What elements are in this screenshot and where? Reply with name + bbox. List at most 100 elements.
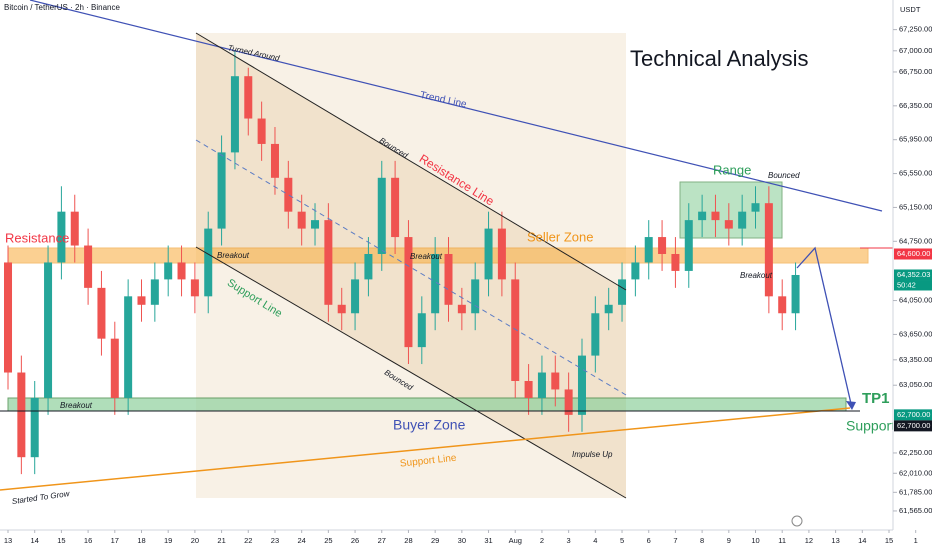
x-tick-label: 12 bbox=[805, 536, 813, 545]
candle-body bbox=[417, 313, 426, 348]
x-tick-label: 8 bbox=[700, 536, 704, 545]
y-tick-label: 65,150.00 bbox=[899, 202, 932, 211]
annotation: Breakout bbox=[60, 401, 93, 410]
y-tick-label: 64,050.00 bbox=[899, 296, 932, 305]
candle-body bbox=[124, 296, 133, 398]
candle-body bbox=[204, 228, 213, 297]
x-tick-label: 11 bbox=[778, 536, 786, 545]
candle-body bbox=[551, 372, 560, 390]
y-tick-label: 62,250.00 bbox=[899, 448, 932, 457]
y-tick-label: 66,750.00 bbox=[899, 67, 932, 76]
x-tick-label: 28 bbox=[404, 536, 412, 545]
x-tick-label: 26 bbox=[351, 536, 359, 545]
candle-body bbox=[684, 220, 693, 271]
price-label: 64,352.03 bbox=[897, 270, 930, 279]
candle-body bbox=[97, 287, 106, 339]
annotation: Breakout bbox=[217, 251, 250, 260]
candle-body bbox=[177, 262, 186, 280]
candle-body bbox=[457, 304, 466, 314]
channel-midline bbox=[195, 139, 627, 396]
y-tick-label: 67,250.00 bbox=[899, 25, 932, 34]
buyer-zone bbox=[7, 397, 847, 412]
candle-body bbox=[724, 220, 733, 229]
candle-body bbox=[230, 76, 239, 153]
y-tick-label: 62,010.00 bbox=[899, 468, 932, 477]
y-tick-label: 63,650.00 bbox=[899, 329, 932, 338]
candle-body bbox=[644, 237, 653, 263]
y-tick-label: 65,550.00 bbox=[899, 169, 932, 178]
x-axis-strip bbox=[0, 530, 893, 550]
candle-body bbox=[84, 245, 93, 288]
annotation: Buyer Zone bbox=[393, 417, 466, 433]
x-tick-label: 16 bbox=[84, 536, 92, 545]
chart-title: Technical Analysis bbox=[630, 46, 809, 71]
candle-body bbox=[791, 274, 800, 314]
candle-body bbox=[764, 203, 773, 297]
candle-body bbox=[497, 228, 506, 280]
candle-body bbox=[44, 262, 53, 398]
x-tick-label: 2 bbox=[540, 536, 544, 545]
candle-body bbox=[30, 397, 39, 458]
candle-body bbox=[57, 211, 66, 263]
annotation: TP1 bbox=[862, 390, 890, 407]
candle-body bbox=[164, 262, 173, 280]
x-tick-label: 17 bbox=[111, 536, 119, 545]
price-label-box bbox=[894, 420, 932, 432]
candle-body bbox=[377, 177, 386, 254]
y-axis-unit: USDT bbox=[900, 5, 921, 14]
candle-body bbox=[190, 279, 199, 297]
candle-body bbox=[257, 118, 266, 144]
candle-body bbox=[284, 177, 293, 212]
candle-body bbox=[751, 203, 760, 212]
y-tick-label: 63,050.00 bbox=[899, 380, 932, 389]
annotation: Range bbox=[713, 162, 751, 177]
support-line bbox=[195, 246, 627, 499]
x-tick-label: 23 bbox=[271, 536, 279, 545]
x-tick-label: 13 bbox=[4, 536, 12, 545]
candle-body bbox=[351, 279, 360, 314]
x-tick-label: 13 bbox=[831, 536, 839, 545]
x-tick-label: 27 bbox=[378, 536, 386, 545]
x-tick-label: 15 bbox=[885, 536, 893, 545]
x-tick-label: 22 bbox=[244, 536, 252, 545]
x-tick-label: 10 bbox=[751, 536, 759, 545]
candle-body bbox=[484, 228, 493, 280]
price-label: 62,700.00 bbox=[897, 410, 930, 419]
countdown-box bbox=[894, 280, 932, 291]
x-tick-label: 14 bbox=[858, 536, 866, 545]
candle-body bbox=[604, 304, 613, 314]
x-tick-label: 18 bbox=[137, 536, 145, 545]
x-tick-label: 31 bbox=[484, 536, 492, 545]
x-tick-label: 14 bbox=[31, 536, 39, 545]
candle-body bbox=[244, 76, 253, 119]
y-tick-label: 61,565.00 bbox=[899, 506, 932, 515]
candle-body bbox=[658, 237, 667, 254]
price-label: 64,600.00 bbox=[897, 249, 930, 258]
candle-body bbox=[364, 253, 373, 280]
annotation: Seller Zone bbox=[527, 229, 593, 244]
projection bbox=[796, 246, 853, 409]
x-tick-label: 25 bbox=[324, 536, 332, 545]
x-tick-label: 30 bbox=[458, 536, 466, 545]
candle-body bbox=[150, 279, 159, 305]
x-tick-label: 19 bbox=[164, 536, 172, 545]
candle-body bbox=[537, 372, 546, 398]
resistance-line bbox=[195, 32, 627, 291]
candle-body bbox=[524, 380, 533, 398]
annotation: Breakout bbox=[740, 271, 773, 280]
y-tick-label: 64,750.00 bbox=[899, 236, 932, 245]
candle-body bbox=[431, 253, 440, 314]
candle-body bbox=[511, 279, 520, 381]
candle-body bbox=[471, 279, 480, 314]
trend-line bbox=[29, 0, 883, 212]
y-tick-label: 63,350.00 bbox=[899, 355, 932, 364]
x-tick-label: 7 bbox=[673, 536, 677, 545]
candle-body bbox=[591, 313, 600, 356]
candle-body bbox=[778, 296, 787, 314]
x-tick-label: 20 bbox=[191, 536, 199, 545]
candle-body bbox=[444, 253, 453, 305]
candle-body bbox=[671, 253, 680, 271]
candle-body bbox=[270, 143, 279, 178]
candle-body bbox=[711, 211, 720, 221]
